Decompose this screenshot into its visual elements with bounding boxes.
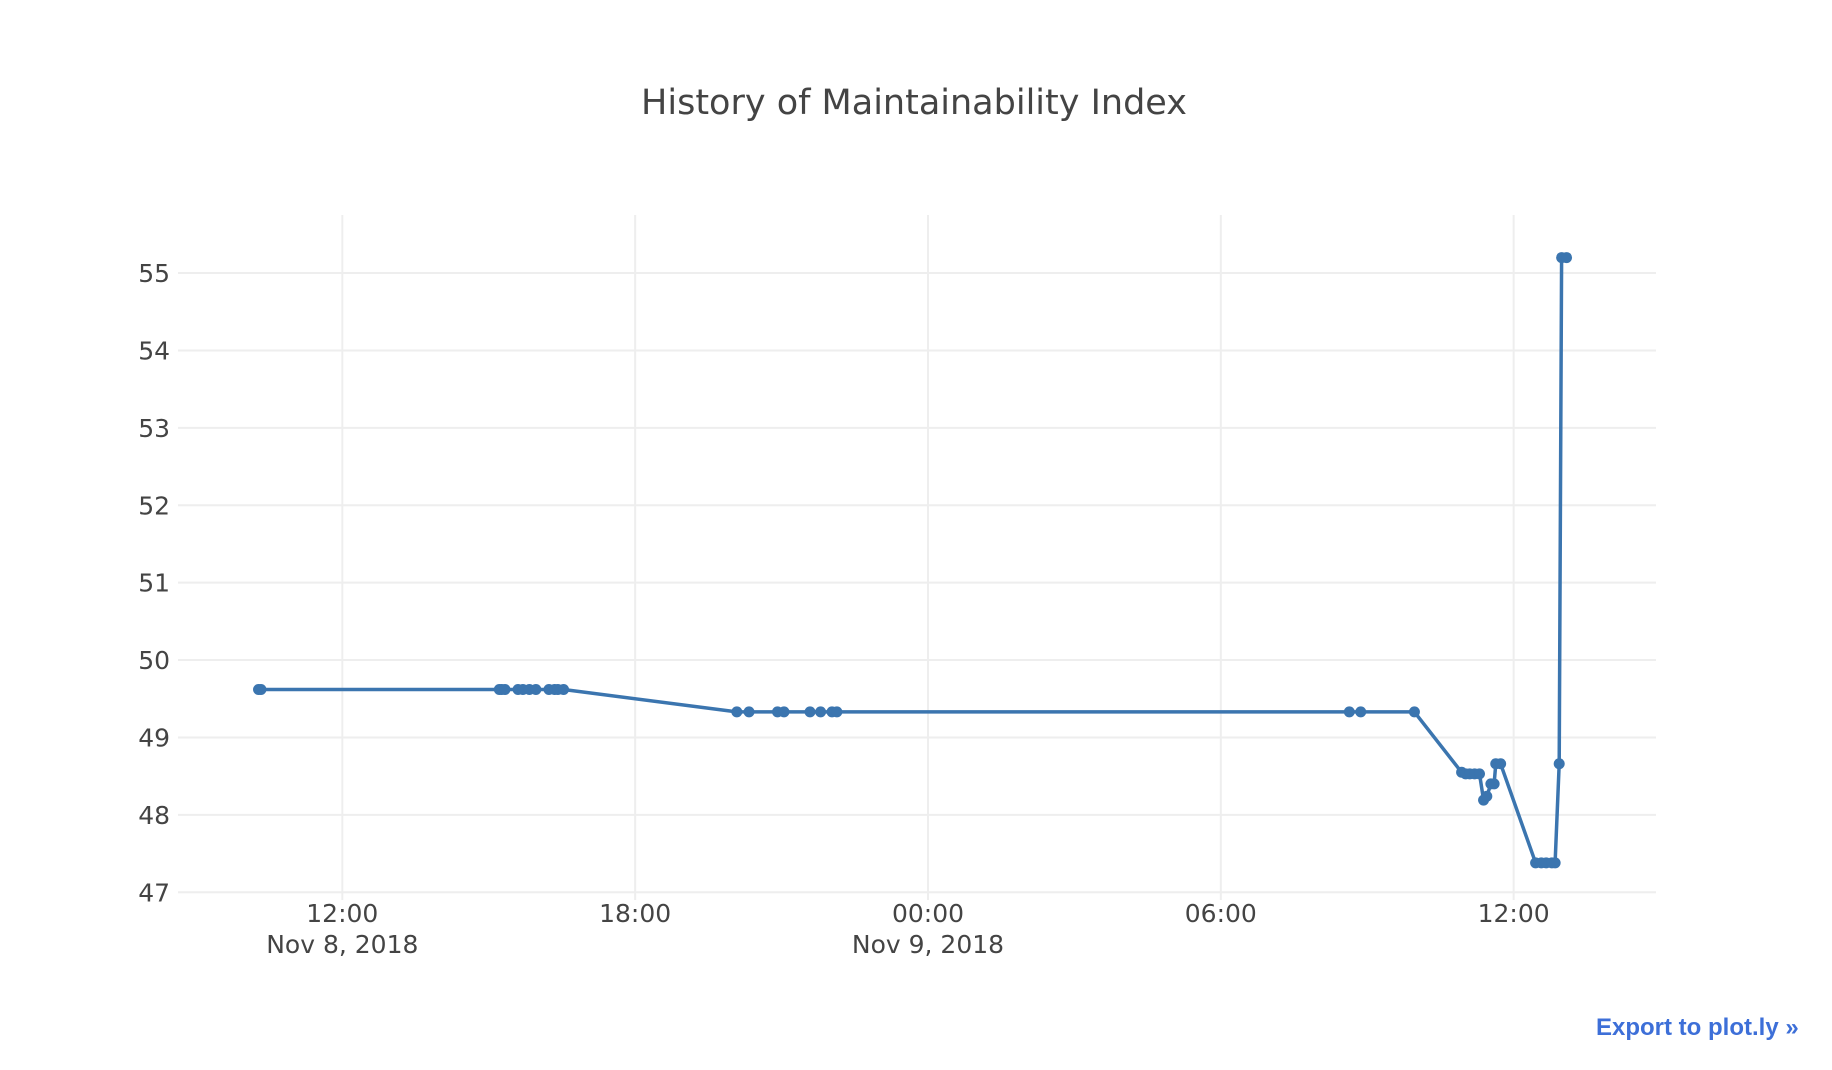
y-tick-label: 47	[138, 878, 170, 907]
data-point[interactable]	[1495, 758, 1507, 770]
data-point[interactable]	[1343, 706, 1355, 718]
data-point[interactable]	[1553, 758, 1565, 770]
data-point[interactable]	[743, 706, 755, 718]
x-gridlines	[341, 215, 1515, 900]
y-tick-label: 54	[138, 336, 170, 365]
data-point[interactable]	[815, 706, 827, 718]
data-point[interactable]	[1473, 768, 1485, 780]
data-point[interactable]	[1355, 706, 1367, 718]
x-tick-label: 18:00	[599, 899, 671, 928]
y-tick-label: 53	[138, 414, 170, 443]
x-tick-label: 06:00	[1185, 899, 1257, 928]
x-tick-date-label: Nov 8, 2018	[266, 930, 418, 959]
y-tick-label: 52	[138, 491, 170, 520]
data-point[interactable]	[499, 683, 511, 695]
export-to-plotly-link[interactable]: Export to plot.ly »	[1596, 1014, 1799, 1041]
data-point[interactable]	[831, 706, 843, 718]
series-points	[253, 252, 1573, 869]
y-axis-ticks: 47 48 49 50 51 52 53 54 55	[138, 259, 170, 907]
data-point[interactable]	[731, 706, 743, 718]
data-point[interactable]	[804, 706, 816, 718]
y-tick-label: 51	[138, 569, 170, 598]
data-point[interactable]	[530, 683, 542, 695]
y-tick-label: 55	[138, 259, 170, 288]
series-line	[258, 255, 1567, 865]
data-point[interactable]	[1561, 252, 1573, 264]
data-point[interactable]	[1481, 790, 1493, 802]
x-tick-date-label: Nov 9, 2018	[852, 930, 1004, 959]
y-gridlines	[178, 272, 1656, 894]
y-tick-label: 48	[138, 801, 170, 830]
x-tick-label: 12:00	[306, 899, 378, 928]
x-tick-label: 00:00	[892, 899, 964, 928]
data-point[interactable]	[558, 683, 570, 695]
chart-title: History of Maintainability Index	[641, 83, 1187, 123]
y-tick-label: 50	[138, 646, 170, 675]
data-point[interactable]	[778, 706, 790, 718]
y-tick-label: 49	[138, 723, 170, 752]
data-point[interactable]	[1408, 706, 1420, 718]
x-tick-label: 12:00	[1478, 899, 1550, 928]
data-point[interactable]	[255, 683, 267, 695]
data-point[interactable]	[1549, 857, 1561, 869]
data-point[interactable]	[1488, 778, 1500, 790]
